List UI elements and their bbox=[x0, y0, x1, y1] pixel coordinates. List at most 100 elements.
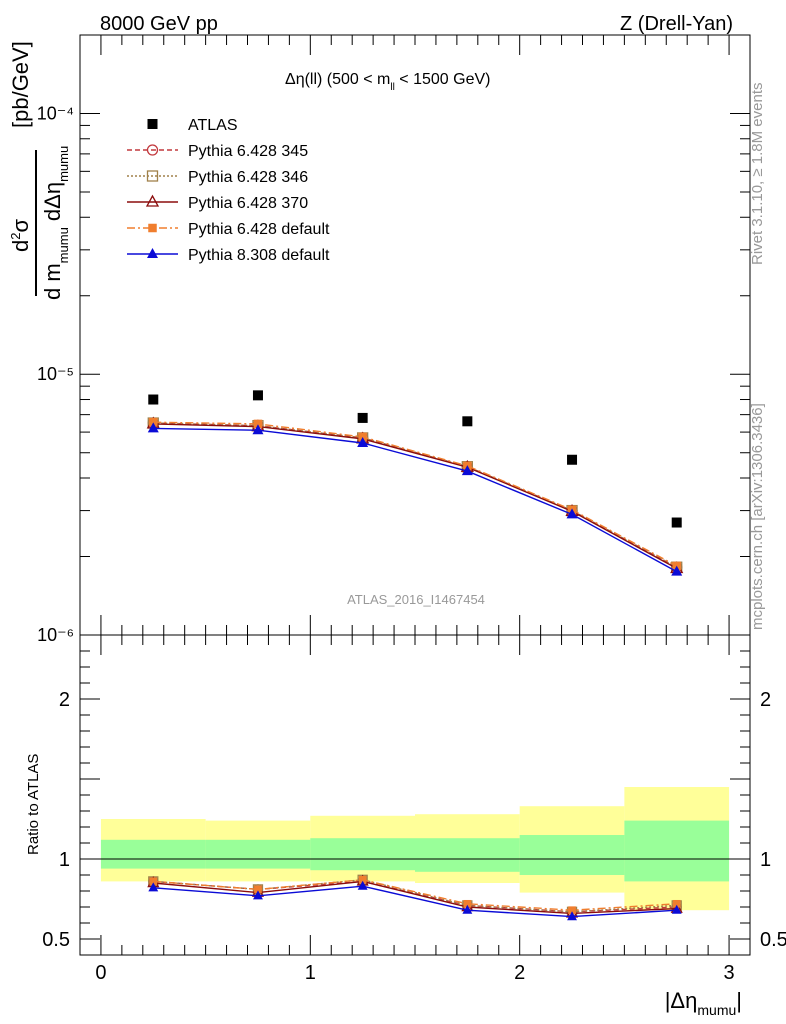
main-ytick-label-2: 10⁻⁵ bbox=[37, 364, 74, 384]
series-pythia-6-428-346 bbox=[147, 417, 683, 573]
series-pythia-8-308-default bbox=[147, 422, 683, 576]
band-inner-bin-1 bbox=[100, 839, 206, 869]
series-pythia-6-428-345 bbox=[147, 417, 683, 573]
ratio-point-pythia-8-308-default-2 bbox=[253, 890, 263, 900]
series-atlas bbox=[148, 390, 682, 528]
point-pythia-8-308-default-4 bbox=[461, 465, 473, 476]
xtick-label-2: 1 bbox=[305, 962, 316, 984]
point-pythia-8-308-default-5 bbox=[566, 508, 578, 519]
ratio-y-axis-label: Ratio to ATLAS bbox=[25, 754, 42, 855]
legend-label-pythia-6-428-default: Pythia 6.428 default bbox=[188, 221, 330, 238]
band-inner-bin-4 bbox=[415, 838, 520, 872]
ratio-line-pythia-8-308-default bbox=[153, 885, 677, 918]
legend-entry-pythia-8-308-default: Pythia 8.308 default bbox=[127, 247, 330, 264]
ratio-series-pythia-6-428-default bbox=[149, 875, 681, 915]
point-pythia-8-308-default-2 bbox=[252, 424, 264, 435]
ratio-ytick-label-left-2: 1 bbox=[59, 849, 70, 871]
legend-marker-atlas bbox=[147, 119, 158, 129]
ratio-point-pythia-8-308-default-1 bbox=[148, 882, 159, 892]
rivet-version-label: Rivet 3.1.10, ≥ 1.8M events bbox=[749, 83, 766, 266]
series-pythia-6-428-default bbox=[149, 417, 681, 571]
x-axis-label: |Δηmumu| bbox=[665, 988, 742, 1018]
legend-label-pythia-6-428-346: Pythia 6.428 346 bbox=[188, 169, 308, 186]
series-line-pythia-6-428-370 bbox=[153, 423, 678, 570]
band-inner-bin-3 bbox=[310, 838, 415, 871]
main-panel-frame bbox=[79, 34, 751, 636]
xtick-label-3: 2 bbox=[514, 962, 525, 984]
legend-marker-pythia-8-308-default bbox=[147, 248, 158, 258]
svg-text:d2σ: d2σ bbox=[8, 219, 33, 252]
point-pythia-6-428-default-3 bbox=[358, 432, 367, 442]
svg-text:d mmumu dΔηmumu: d mmumu dΔηmumu bbox=[40, 146, 71, 300]
ratio-point-pythia-6-428-default-5 bbox=[568, 906, 576, 915]
main-ytick-label-3: 10⁻⁴ bbox=[37, 103, 74, 123]
ratio-line-pythia-6-428-370 bbox=[153, 880, 677, 915]
point-atlas-1 bbox=[148, 394, 159, 405]
ratio-point-pythia-8-308-default-6 bbox=[671, 904, 682, 914]
ratio-point-pythia-6-428-default-4 bbox=[463, 899, 472, 908]
ratio-point-pythia-6-428-default-6 bbox=[672, 899, 681, 908]
legend-label-atlas: ATLAS bbox=[188, 117, 238, 134]
ratio-point-pythia-6-428-default-3 bbox=[358, 875, 367, 884]
header-left-label: 8000 GeV pp bbox=[100, 13, 218, 35]
series-line-pythia-6-428-345 bbox=[153, 422, 678, 568]
ratio-ytick-label-left-3: 2 bbox=[59, 689, 70, 711]
series-pythia-6-428-370 bbox=[146, 416, 684, 574]
band-inner-bin-5 bbox=[519, 835, 625, 875]
xtick-label-1: 0 bbox=[95, 962, 106, 984]
ratio-line-pythia-6-428-default bbox=[153, 879, 677, 911]
legend-marker-pythia-6-428-345 bbox=[146, 144, 159, 156]
series-line-pythia-6-428-346 bbox=[153, 422, 678, 568]
main-ytick-label-1: 10⁻⁶ bbox=[37, 625, 74, 645]
main-y-axis-label: d2σ d mmumu dΔηmumu [pb/GeV] bbox=[8, 41, 71, 300]
main-y-unit: [pb/GeV] bbox=[8, 41, 33, 128]
point-atlas-6 bbox=[671, 517, 682, 528]
legend-entry-pythia-6-428-345: Pythia 6.428 345 bbox=[127, 143, 308, 160]
point-pythia-6-428-default-1 bbox=[149, 417, 158, 427]
legend-marker-pythia-6-428-default bbox=[148, 223, 157, 233]
ratio-point-pythia-8-308-default-4 bbox=[462, 904, 473, 914]
legend-entry-atlas: ATLAS bbox=[147, 117, 238, 134]
legend-entry-pythia-6-428-370: Pythia 6.428 370 bbox=[127, 194, 308, 212]
ratio-point-pythia-6-428-default-2 bbox=[254, 885, 262, 894]
legend: ATLAS Pythia 6.428 345 Pythia 6.428 346 Pyt… bbox=[127, 117, 330, 264]
point-atlas-5 bbox=[567, 454, 578, 465]
analysis-watermark: ATLAS_2016_I1467454 bbox=[347, 592, 485, 607]
ratio-series-pythia-8-308-default bbox=[148, 880, 682, 921]
ratio-ytick-label-right-2: 1 bbox=[760, 849, 771, 871]
legend-entry-pythia-6-428-default: Pythia 6.428 default bbox=[127, 221, 330, 238]
legend-marker-pythia-6-428-370 bbox=[145, 194, 160, 207]
header-right-label: Z (Drell-Yan) bbox=[620, 13, 733, 35]
point-atlas-2 bbox=[252, 390, 263, 401]
series-line-pythia-8-308-default bbox=[153, 427, 678, 573]
ratio-point-pythia-8-308-default-5 bbox=[567, 911, 577, 921]
legend-label-pythia-8-308-default: Pythia 8.308 default bbox=[188, 247, 330, 264]
point-pythia-6-428-default-2 bbox=[253, 419, 263, 429]
mcplots-reference-label: mcplots.cern.ch [arXiv:1306.3436] bbox=[749, 403, 766, 630]
series-line-pythia-6-428-default bbox=[153, 421, 678, 567]
point-atlas-4 bbox=[462, 416, 473, 427]
ratio-panel-series bbox=[147, 874, 683, 921]
legend-entry-pythia-6-428-346: Pythia 6.428 346 bbox=[127, 169, 308, 186]
ratio-line-pythia-6-428-346 bbox=[153, 879, 677, 913]
point-atlas-3 bbox=[357, 412, 368, 423]
ratio-uncertainty-bands bbox=[80, 787, 750, 911]
ratio-ytick-label-left-1: 0.5 bbox=[42, 929, 70, 951]
axes: 10⁻⁶ 10⁻⁵ 10⁻⁴ 0.5 0.5 1 1 2 2 0 1 2 3 bbox=[37, 34, 786, 984]
main-panel-series bbox=[146, 390, 684, 576]
legend-label-pythia-6-428-370: Pythia 6.428 370 bbox=[188, 195, 308, 212]
ratio-ytick-label-right-3: 2 bbox=[760, 689, 771, 711]
point-pythia-8-308-default-3 bbox=[357, 436, 369, 447]
main-panel-title: Δη(ll) (500 < mll < 1500 GeV) bbox=[285, 71, 490, 93]
legend-label-pythia-6-428-345: Pythia 6.428 345 bbox=[188, 143, 308, 160]
band-inner-bin-6 bbox=[624, 820, 730, 882]
legend-marker-pythia-6-428-346 bbox=[146, 170, 159, 182]
ratio-point-pythia-6-428-default-1 bbox=[149, 877, 158, 886]
point-pythia-8-308-default-6 bbox=[671, 565, 683, 576]
ratio-point-pythia-8-308-default-3 bbox=[357, 880, 368, 890]
band-inner-bin-2 bbox=[205, 839, 311, 869]
ratio-ytick-label-right-1: 0.5 bbox=[760, 929, 786, 951]
point-pythia-8-308-default-1 bbox=[147, 422, 159, 433]
xtick-label-4: 3 bbox=[724, 962, 735, 984]
